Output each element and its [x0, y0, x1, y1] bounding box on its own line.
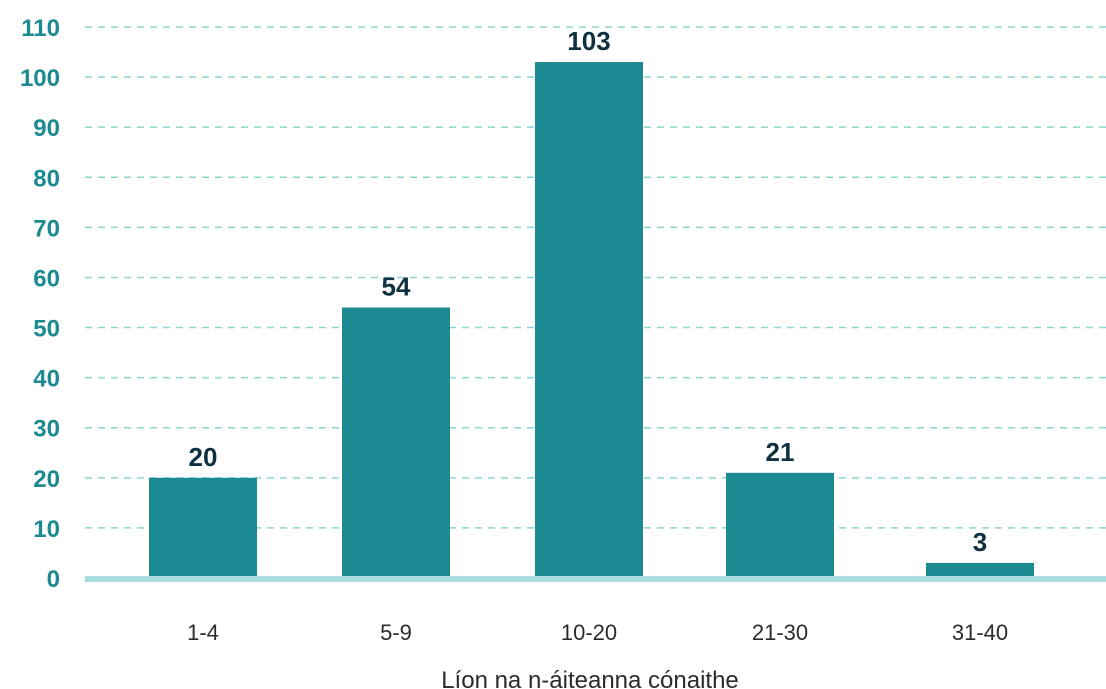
y-tick-label: 70: [33, 215, 60, 242]
data-label: 3: [973, 527, 987, 557]
bars: [149, 62, 1034, 578]
bar: [926, 562, 1034, 578]
bar: [535, 62, 643, 578]
x-tick-label: 31-40: [952, 620, 1008, 645]
y-tick-label: 90: [33, 115, 60, 142]
data-label: 54: [382, 272, 411, 302]
y-tick-label: 20: [33, 466, 60, 493]
bar: [342, 307, 450, 578]
y-tick-label: 110: [21, 15, 60, 42]
bar: [726, 472, 834, 578]
x-tick-label: 1-4: [187, 620, 219, 645]
y-tick-label: 10: [33, 516, 60, 543]
y-tick-label: 40: [33, 366, 60, 393]
x-tick-label: 10-20: [561, 620, 617, 645]
bar: [149, 477, 257, 578]
x-axis-ticks: 1-4 5-9 10-20 21-30 31-40: [187, 620, 1008, 645]
y-tick-label: 80: [33, 165, 60, 192]
x-tick-label: 21-30: [752, 620, 808, 645]
y-axis-ticks: 0 10 20 30 40 50 60 70 80 90 100 110: [20, 15, 60, 593]
x-axis-label: Líon na n-áiteanna cónaithe: [441, 667, 739, 689]
y-tick-label: 100: [20, 65, 60, 92]
x-axis-baseline: [85, 576, 1106, 582]
baseline: [85, 576, 1106, 582]
y-tick-label: 0: [47, 566, 60, 593]
y-tick-label: 30: [33, 416, 60, 443]
x-tick-label: 5-9: [380, 620, 412, 645]
y-tick-label: 60: [33, 265, 60, 292]
data-label: 103: [567, 26, 610, 56]
data-labels: 20 54 103 21 3: [189, 26, 988, 557]
data-label: 21: [766, 437, 795, 467]
y-tick-label: 50: [33, 316, 60, 343]
data-label: 20: [189, 442, 218, 472]
